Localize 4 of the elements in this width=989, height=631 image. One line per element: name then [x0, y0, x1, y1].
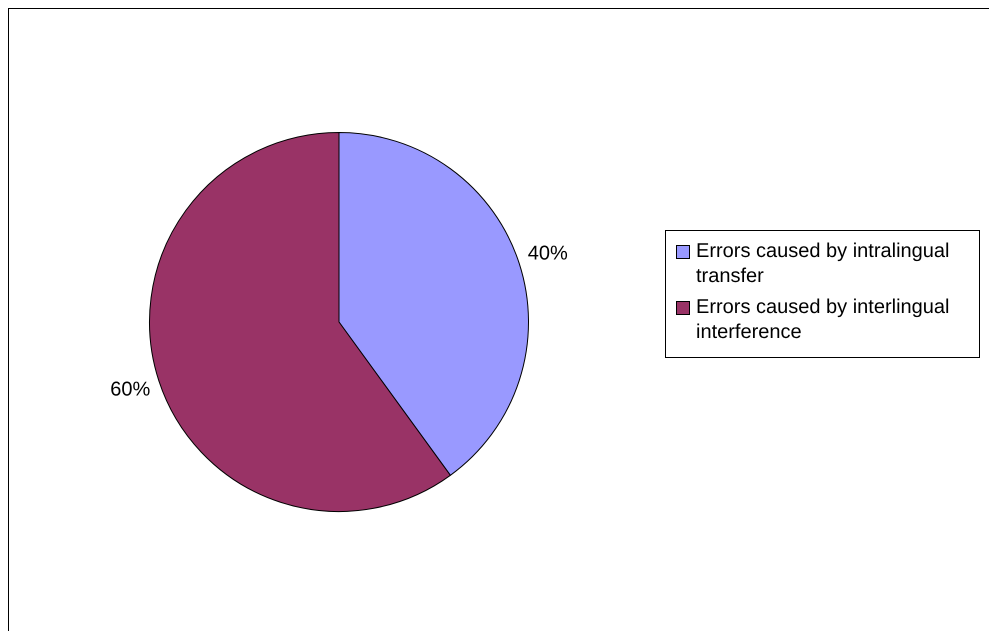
data-label: 40% — [528, 242, 568, 265]
legend-label: Errors caused by interlingual interference — [696, 295, 950, 345]
data-label: 60% — [110, 378, 150, 400]
legend-label: Errors caused by intralingual transfer — [696, 239, 950, 289]
